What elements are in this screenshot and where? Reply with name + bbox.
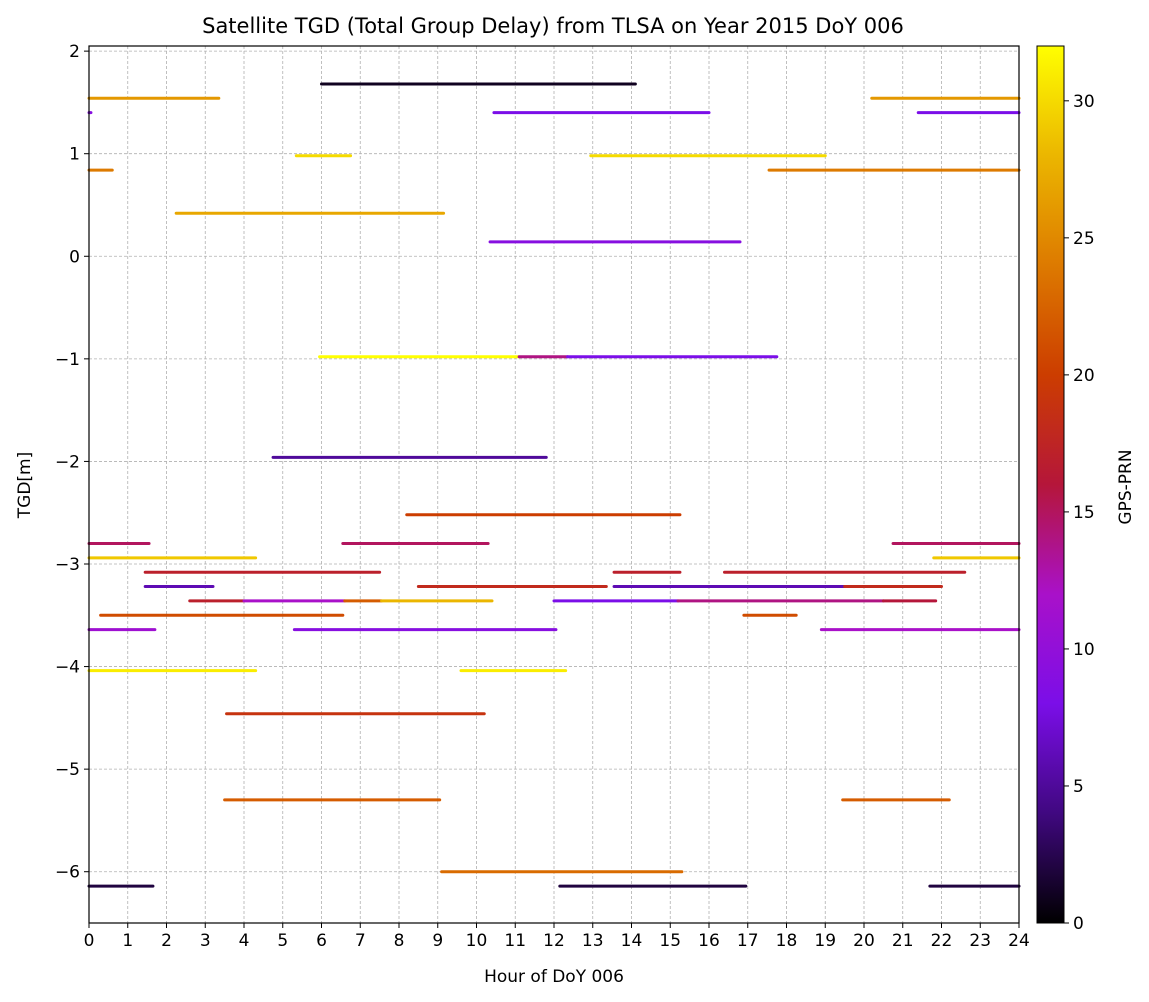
y-tick-label: −3 (55, 555, 80, 575)
y-axis-label: TGD[m] (15, 452, 35, 519)
grid-lines (89, 46, 1019, 923)
y-axis-ticks: 2 1 0 −1 −2 −3 −4 −5 −6 (55, 42, 89, 883)
x-tick-label: 2 (161, 931, 172, 951)
x-tick-label: 5 (277, 931, 288, 951)
x-tick-label: 11 (504, 931, 526, 951)
x-tick-label: 9 (432, 931, 443, 951)
x-tick-label: 6 (316, 931, 327, 951)
x-tick-label: 14 (621, 931, 643, 951)
y-tick-label: −2 (55, 452, 80, 472)
colorbar (1036, 45, 1065, 924)
tgd-segments (87, 82, 1021, 888)
x-tick-label: 12 (543, 931, 565, 951)
x-tick-label: 23 (969, 931, 991, 951)
colorbar-tick-label: 0 (1073, 914, 1084, 934)
x-tick-label: 0 (84, 931, 95, 951)
x-tick-label: 17 (737, 931, 759, 951)
x-tick-label: 4 (239, 931, 250, 951)
chart-title: Satellite TGD (Total Group Delay) from T… (202, 14, 904, 38)
x-axis-label: Hour of DoY 006 (484, 967, 624, 987)
x-tick-label: 1 (122, 931, 133, 951)
x-tick-label: 22 (931, 931, 953, 951)
y-tick-label: −6 (55, 863, 80, 883)
x-tick-label: 15 (659, 931, 681, 951)
y-tick-label: −4 (55, 658, 80, 678)
x-tick-label: 8 (394, 931, 405, 951)
x-tick-label: 3 (200, 931, 211, 951)
colorbar-tick-label: 5 (1073, 777, 1084, 797)
y-tick-label: 0 (69, 247, 80, 267)
colorbar-tick-label: 10 (1073, 640, 1095, 660)
colorbar-tick-label: 25 (1073, 229, 1095, 249)
colorbar-tick-label: 20 (1073, 366, 1095, 386)
y-tick-label: 1 (69, 145, 80, 165)
y-tick-label: −1 (55, 350, 80, 370)
x-tick-label: 21 (892, 931, 914, 951)
y-tick-label: 2 (69, 42, 80, 62)
colorbar-tick-label: 30 (1073, 92, 1095, 112)
x-tick-label: 13 (582, 931, 604, 951)
y-tick-label: −5 (55, 760, 80, 780)
x-tick-label: 20 (853, 931, 875, 951)
x-axis-ticks: 0 1 2 3 4 5 6 7 8 9 10 11 12 13 14 15 16 17 18 19 20 21 22 23 24 (84, 923, 1030, 951)
x-tick-label: 10 (466, 931, 488, 951)
x-tick-label: 16 (698, 931, 720, 951)
x-tick-label: 24 (1008, 931, 1030, 951)
x-tick-label: 7 (355, 931, 366, 951)
colorbar-tick-label: 15 (1073, 503, 1095, 523)
colorbar-ticks: 0 5 10 15 20 25 30 (1064, 92, 1095, 934)
x-tick-label: 18 (776, 931, 798, 951)
colorbar-label: GPS-PRN (1116, 449, 1136, 524)
x-tick-label: 19 (814, 931, 836, 951)
